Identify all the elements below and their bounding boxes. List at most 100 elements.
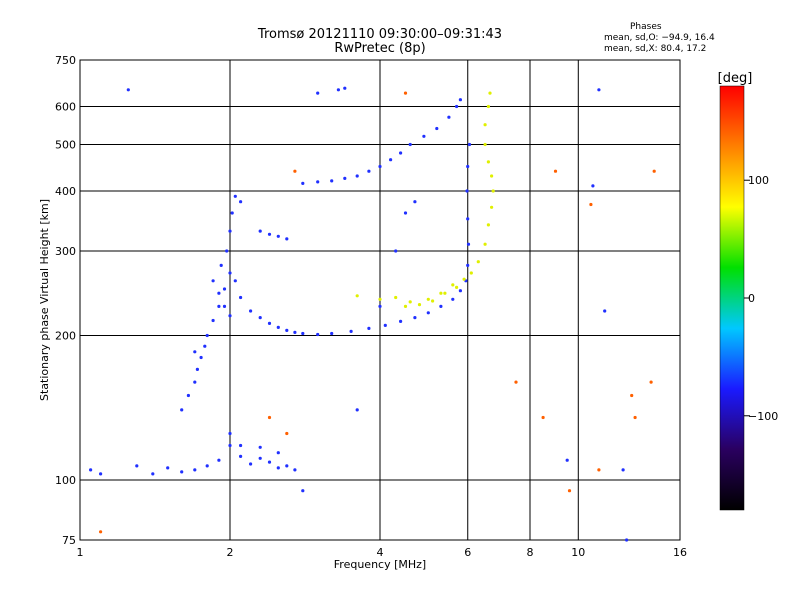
data-point-o	[389, 158, 393, 162]
x-tick-label: 8	[527, 546, 534, 559]
data-point-o	[399, 319, 403, 323]
data-point-o	[349, 329, 353, 333]
y-tick-label: 200	[55, 330, 76, 343]
data-point-other	[589, 202, 593, 207]
data-point-other	[652, 169, 656, 173]
data-point-o	[203, 344, 207, 348]
data-point-o	[343, 86, 347, 90]
y-tick-label: 75	[62, 534, 76, 547]
data-point-o	[233, 279, 237, 283]
data-point-o	[228, 443, 232, 448]
data-point-o	[276, 451, 280, 455]
data-point-o	[239, 443, 243, 448]
data-point-o	[591, 184, 595, 188]
y-axis-ticks: 75 100 200 300 400 500 600 750	[55, 54, 76, 547]
data-point-o	[330, 331, 334, 336]
data-point-o	[408, 142, 412, 147]
data-point-o	[426, 311, 430, 315]
data-point-o	[258, 445, 262, 449]
data-point-o	[211, 318, 215, 323]
data-point-o	[625, 538, 629, 542]
phases-o-stats: mean, sd,O: −94.9, 16.4	[604, 33, 715, 43]
data-point-o	[186, 393, 190, 398]
data-point-other	[597, 468, 601, 472]
data-point-o	[193, 468, 197, 472]
data-point-o	[276, 234, 280, 238]
data-point-x	[417, 303, 422, 307]
data-point-o	[228, 271, 232, 275]
data-point-o	[239, 454, 243, 458]
x-tick-label: 10	[571, 546, 585, 559]
data-point-o	[180, 408, 184, 412]
data-point-o	[222, 304, 227, 308]
data-point-x	[483, 142, 487, 147]
data-point-x	[476, 260, 480, 264]
data-point-o	[258, 316, 262, 320]
y-axis-label: Stationary phase Virtual Height [km]	[38, 199, 51, 401]
data-point-x	[451, 283, 455, 287]
data-point-other	[285, 431, 289, 436]
data-point-x	[455, 285, 459, 289]
data-point-o	[217, 304, 221, 308]
data-point-x	[378, 297, 382, 301]
data-point-o	[285, 328, 289, 332]
data-point-o	[225, 249, 229, 253]
colorbar	[719, 85, 745, 511]
data-point-x	[443, 291, 447, 295]
data-point-x	[490, 205, 494, 209]
data-point-o	[258, 229, 262, 233]
data-point-x	[431, 299, 435, 303]
data-point-o	[258, 456, 262, 460]
data-point-o	[316, 332, 320, 337]
data-point-o	[151, 472, 155, 476]
plot-frame	[79, 59, 681, 541]
data-point-x	[408, 300, 412, 304]
data-point-o	[621, 468, 625, 472]
data-point-o	[403, 211, 408, 215]
data-point-o	[355, 174, 359, 178]
data-point-o	[249, 309, 253, 313]
data-point-x	[490, 174, 494, 178]
data-point-o	[89, 468, 93, 472]
data-point-o	[343, 176, 347, 180]
data-point-o	[399, 151, 403, 155]
data-point-o	[467, 142, 472, 147]
x-tick-label: 2	[227, 546, 234, 559]
data-point-o	[276, 466, 280, 470]
data-point-o	[228, 229, 232, 233]
data-point-o	[330, 179, 334, 183]
phases-label: Phases	[630, 22, 662, 32]
data-point-o	[135, 464, 139, 468]
data-point-o	[301, 181, 305, 185]
data-point-x	[491, 189, 495, 193]
data-point-o	[267, 321, 272, 325]
data-point-o	[413, 316, 417, 320]
data-point-o	[230, 211, 234, 215]
data-point-x	[486, 223, 490, 227]
data-point-x	[486, 104, 490, 109]
data-point-o	[199, 355, 203, 360]
data-point-o	[166, 466, 170, 470]
data-point-o	[193, 350, 197, 354]
data-point-o	[285, 464, 289, 468]
colorbar-tick-label: −100	[748, 410, 778, 423]
data-point-x	[483, 123, 487, 127]
data-point-other	[567, 489, 572, 493]
data-point-x	[426, 297, 430, 301]
data-point-o	[455, 104, 459, 109]
data-point-o	[458, 289, 462, 293]
x-tick-label: 16	[673, 546, 687, 559]
data-point-o	[249, 462, 253, 466]
data-point-o	[301, 489, 305, 493]
data-point-o	[239, 295, 243, 300]
chart-subtitle: RwPretec (8p)	[334, 41, 426, 56]
data-point-x	[469, 271, 473, 275]
x-tick-label: 1	[77, 546, 84, 559]
data-point-o	[465, 189, 469, 193]
colorbar-tick-label: 0	[748, 292, 755, 305]
x-tick-label: 4	[377, 546, 384, 559]
data-point-x	[403, 304, 408, 308]
data-point-other	[649, 380, 653, 384]
data-point-o	[447, 115, 451, 119]
